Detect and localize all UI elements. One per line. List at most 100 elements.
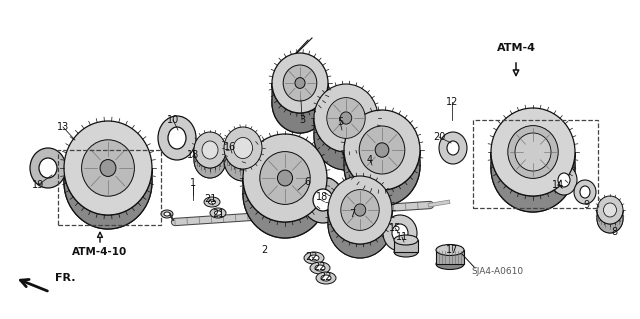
Ellipse shape (302, 177, 344, 223)
Text: 14: 14 (552, 180, 564, 190)
Ellipse shape (558, 173, 570, 187)
Text: 1: 1 (190, 178, 196, 188)
Text: ATM-4: ATM-4 (497, 43, 536, 53)
Ellipse shape (278, 170, 292, 186)
Ellipse shape (243, 134, 327, 222)
Ellipse shape (164, 212, 170, 216)
Text: 10: 10 (167, 115, 179, 125)
Ellipse shape (158, 116, 196, 160)
Ellipse shape (597, 205, 623, 233)
Ellipse shape (527, 146, 538, 158)
Text: 4: 4 (367, 155, 373, 165)
Ellipse shape (394, 247, 418, 257)
Ellipse shape (515, 133, 551, 171)
Ellipse shape (316, 272, 336, 284)
Ellipse shape (327, 98, 365, 138)
Ellipse shape (260, 152, 310, 204)
Ellipse shape (161, 210, 173, 218)
Ellipse shape (295, 78, 305, 88)
Ellipse shape (328, 176, 392, 244)
Text: 11: 11 (396, 232, 408, 242)
Ellipse shape (202, 141, 218, 159)
Polygon shape (243, 178, 327, 238)
Ellipse shape (508, 126, 558, 178)
Ellipse shape (523, 142, 543, 162)
Ellipse shape (597, 196, 623, 224)
Ellipse shape (64, 121, 152, 215)
Text: 22: 22 (314, 262, 326, 272)
Polygon shape (64, 168, 152, 229)
Text: 15: 15 (389, 223, 401, 233)
Ellipse shape (344, 110, 420, 190)
Text: 18: 18 (316, 192, 328, 202)
Ellipse shape (224, 139, 262, 181)
Text: 18: 18 (187, 150, 199, 160)
Ellipse shape (272, 53, 328, 113)
Ellipse shape (551, 165, 577, 195)
Ellipse shape (64, 135, 152, 229)
Ellipse shape (574, 180, 596, 204)
Text: 5: 5 (337, 117, 343, 127)
Text: 22: 22 (306, 252, 318, 262)
Ellipse shape (375, 143, 389, 157)
Text: FR.: FR. (55, 273, 76, 283)
Ellipse shape (580, 186, 590, 198)
Text: 21: 21 (204, 194, 216, 204)
Ellipse shape (272, 73, 328, 133)
Ellipse shape (194, 142, 226, 178)
Text: SJA4-A0610: SJA4-A0610 (471, 268, 523, 277)
Text: 7: 7 (349, 209, 355, 219)
Ellipse shape (100, 160, 116, 176)
Bar (436, 250, 464, 264)
Polygon shape (491, 152, 575, 212)
Text: 21: 21 (212, 209, 224, 219)
Text: 20: 20 (433, 132, 445, 142)
Ellipse shape (30, 148, 66, 188)
Ellipse shape (309, 255, 319, 261)
Ellipse shape (341, 189, 380, 230)
Text: 12: 12 (446, 97, 458, 107)
Ellipse shape (383, 215, 417, 251)
Polygon shape (597, 210, 623, 233)
Ellipse shape (168, 127, 186, 149)
Polygon shape (194, 150, 226, 178)
Ellipse shape (214, 211, 221, 215)
Ellipse shape (314, 102, 378, 170)
Ellipse shape (491, 124, 575, 212)
Ellipse shape (283, 65, 317, 101)
Bar (394, 240, 418, 252)
Ellipse shape (355, 204, 366, 216)
Ellipse shape (224, 127, 262, 169)
Text: 2: 2 (261, 245, 267, 255)
Text: 9: 9 (583, 200, 589, 210)
Polygon shape (224, 148, 262, 181)
Ellipse shape (340, 112, 352, 124)
Ellipse shape (519, 137, 547, 167)
Ellipse shape (359, 126, 405, 174)
Text: 22: 22 (320, 272, 332, 282)
Polygon shape (272, 83, 328, 133)
Ellipse shape (491, 108, 575, 196)
Text: 13: 13 (57, 122, 69, 132)
Ellipse shape (243, 150, 327, 238)
Text: 16: 16 (224, 142, 236, 152)
Ellipse shape (194, 132, 226, 168)
Text: 8: 8 (611, 227, 617, 237)
Bar (58, 150, 161, 225)
Text: ATM-4-10: ATM-4-10 (72, 247, 127, 257)
Polygon shape (328, 210, 392, 258)
Ellipse shape (328, 190, 392, 258)
Ellipse shape (604, 203, 616, 217)
Ellipse shape (204, 197, 220, 207)
Ellipse shape (234, 137, 253, 159)
Ellipse shape (321, 275, 331, 281)
Ellipse shape (439, 132, 467, 164)
Ellipse shape (314, 84, 378, 152)
Ellipse shape (436, 244, 464, 256)
Text: 17: 17 (446, 245, 458, 255)
Ellipse shape (525, 144, 541, 160)
Ellipse shape (315, 265, 325, 271)
Ellipse shape (313, 189, 333, 211)
Text: 19: 19 (32, 180, 44, 190)
Polygon shape (314, 118, 378, 170)
